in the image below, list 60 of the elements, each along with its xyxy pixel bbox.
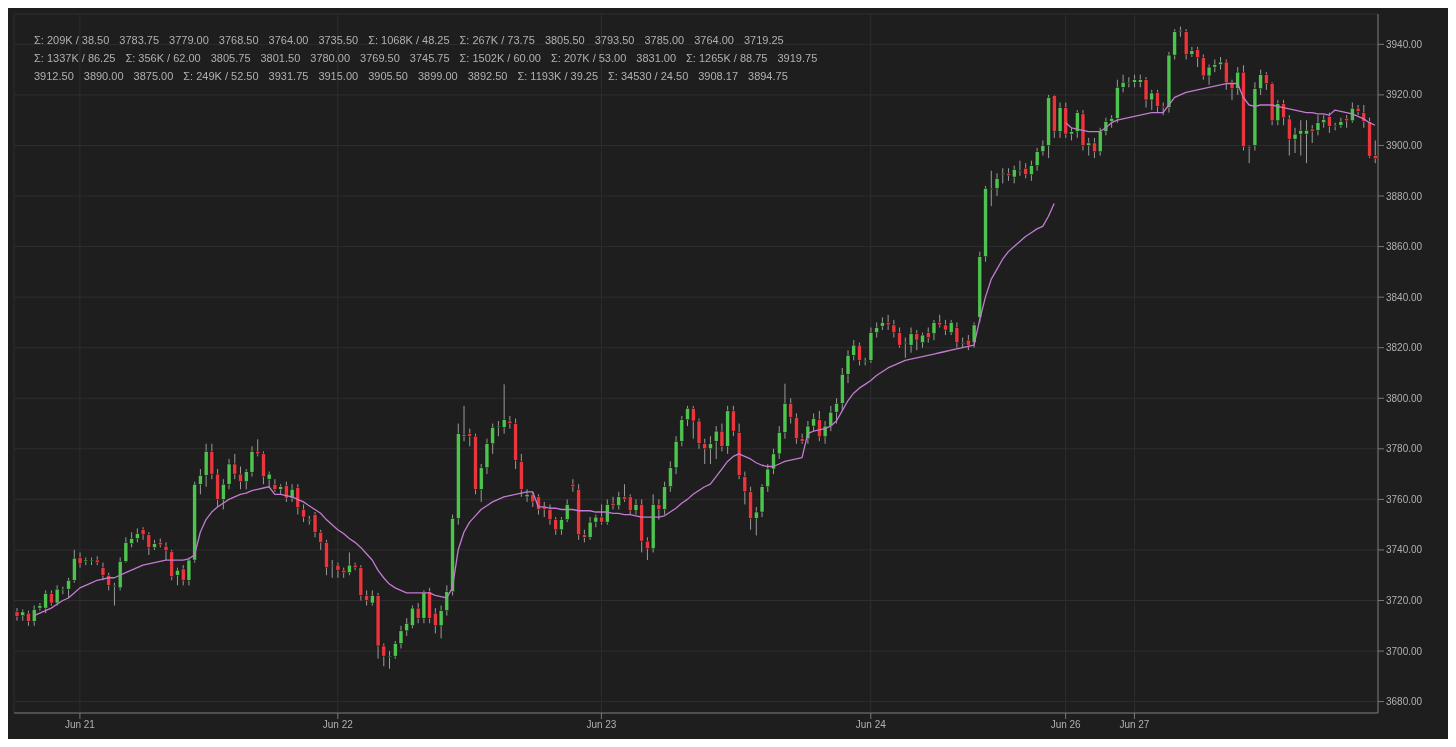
annotation: Σ: 1068K / 48.25 xyxy=(368,34,450,46)
annotation: 3890.00 xyxy=(83,70,124,82)
annotation: 3769.50 xyxy=(360,52,400,64)
x-tick-label: Jun 27 xyxy=(1119,719,1150,731)
annotation: 3892.50 xyxy=(467,70,508,82)
annotation: Σ: 34530 / 24.50 xyxy=(608,70,689,82)
x-tick-label: Jun 22 xyxy=(322,719,354,731)
x-tick-label: Jun 24 xyxy=(855,719,887,731)
annotation: 3931.75 xyxy=(268,70,309,82)
annotation: 3801.50 xyxy=(260,52,301,64)
y-tick-label: 3860.00 xyxy=(1386,241,1423,253)
annotation: 3919.75 xyxy=(777,52,818,64)
candlestick xyxy=(163,541,169,561)
annotation: Σ: 249K / 52.50 xyxy=(183,70,259,82)
annotation: Σ: 209K / 38.50 xyxy=(34,34,110,46)
annotation: 3831.00 xyxy=(636,52,677,64)
x-tick-label: Jun 23 xyxy=(586,719,617,731)
annotation: 3899.00 xyxy=(417,70,458,82)
annotation: Σ: 207K / 53.00 xyxy=(550,52,627,64)
annotation: 3894.75 xyxy=(748,70,788,82)
annotation: 3779.00 xyxy=(169,34,209,46)
annotation: 3785.00 xyxy=(644,34,685,46)
annotation: 3780.00 xyxy=(310,52,351,64)
y-tick-label: 3680.00 xyxy=(1386,696,1423,708)
y-tick-label: 3880.00 xyxy=(1386,190,1423,202)
annotation: 3915.00 xyxy=(318,70,359,82)
y-tick-label: 3800.00 xyxy=(1386,392,1423,404)
annotation: 3719.25 xyxy=(743,34,784,46)
annotation: 3735.50 xyxy=(318,34,359,46)
annotation: 3912.50 xyxy=(34,70,74,82)
annotation: 3805.50 xyxy=(544,34,585,46)
annotation: 3764.00 xyxy=(694,34,734,46)
y-tick-label: 3740.00 xyxy=(1386,544,1423,556)
annotation: 3768.50 xyxy=(218,34,259,46)
annotation: Σ: 356K / 62.00 xyxy=(125,52,201,64)
y-tick-label: 3700.00 xyxy=(1386,645,1423,657)
y-tick-label: 3840.00 xyxy=(1386,291,1423,303)
annotation: 3764.00 xyxy=(268,34,309,46)
annotation: 3805.75 xyxy=(210,52,251,64)
y-tick-label: 3820.00 xyxy=(1386,342,1423,354)
y-tick-label: 3940.00 xyxy=(1386,38,1423,50)
y-tick-label: 3780.00 xyxy=(1386,443,1423,455)
annotation: Σ: 1193K / 39.25 xyxy=(517,70,599,82)
annotation: 3745.75 xyxy=(409,52,450,64)
annotation: 3793.50 xyxy=(594,34,635,46)
y-tick-label: 3720.00 xyxy=(1386,595,1423,607)
annotation: Σ: 1337K / 86.25 xyxy=(34,52,116,64)
annotation: Σ: 1502K / 60.00 xyxy=(459,52,541,64)
annotation: Σ: 1265K / 88.75 xyxy=(686,52,768,64)
y-tick-label: 3760.00 xyxy=(1386,493,1423,505)
x-tick-label: Jun 26 xyxy=(1050,719,1082,731)
annotation: 3783.75 xyxy=(119,34,160,46)
annotation: Σ: 267K / 73.75 xyxy=(459,34,535,46)
annotation: 3905.50 xyxy=(368,70,408,82)
x-tick-label: Jun 21 xyxy=(64,719,96,731)
y-tick-label: 3920.00 xyxy=(1386,89,1423,101)
y-tick-label: 3900.00 xyxy=(1386,140,1423,152)
annotation: 3875.00 xyxy=(133,70,174,82)
annotation: 3908.17 xyxy=(698,70,739,82)
candlestick xyxy=(570,478,576,493)
